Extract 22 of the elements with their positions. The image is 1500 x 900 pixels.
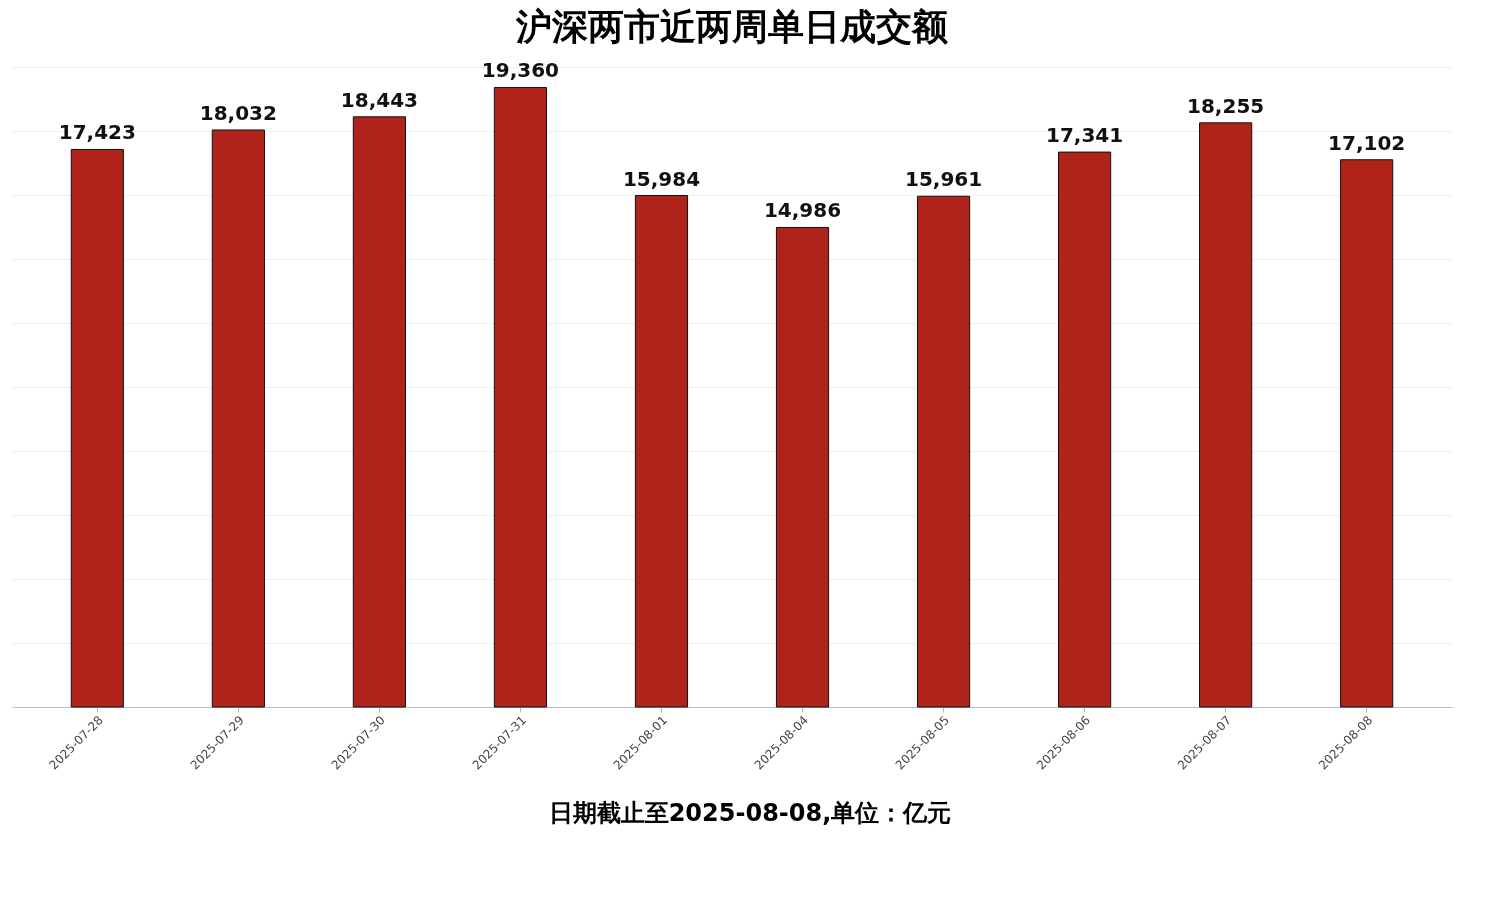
data-label: 17,102	[1328, 130, 1406, 155]
bar	[634, 195, 689, 708]
bar	[775, 226, 830, 708]
data-label: 17,423	[58, 120, 136, 145]
bar	[1340, 159, 1394, 708]
bar	[352, 116, 406, 708]
bar	[1058, 151, 1112, 708]
data-label: 14,986	[763, 198, 842, 223]
bar	[493, 86, 548, 708]
data-label: 18,255	[1187, 93, 1265, 118]
bar	[211, 129, 265, 708]
data-label: 15,961	[904, 167, 983, 192]
bar	[1199, 122, 1253, 708]
data-label: 18,032	[199, 100, 277, 125]
chart-title: 沪深两市近两周单日成交额	[515, 6, 948, 48]
data-label: 17,341	[1046, 123, 1124, 148]
data-label: 19,360	[481, 58, 560, 83]
text: 日期截止至2025-08-08,单位：亿元	[547, 798, 953, 829]
data-label: 18,443	[340, 87, 418, 112]
bar	[916, 195, 971, 708]
data-label: 15,984	[622, 166, 701, 191]
bar	[70, 148, 124, 708]
